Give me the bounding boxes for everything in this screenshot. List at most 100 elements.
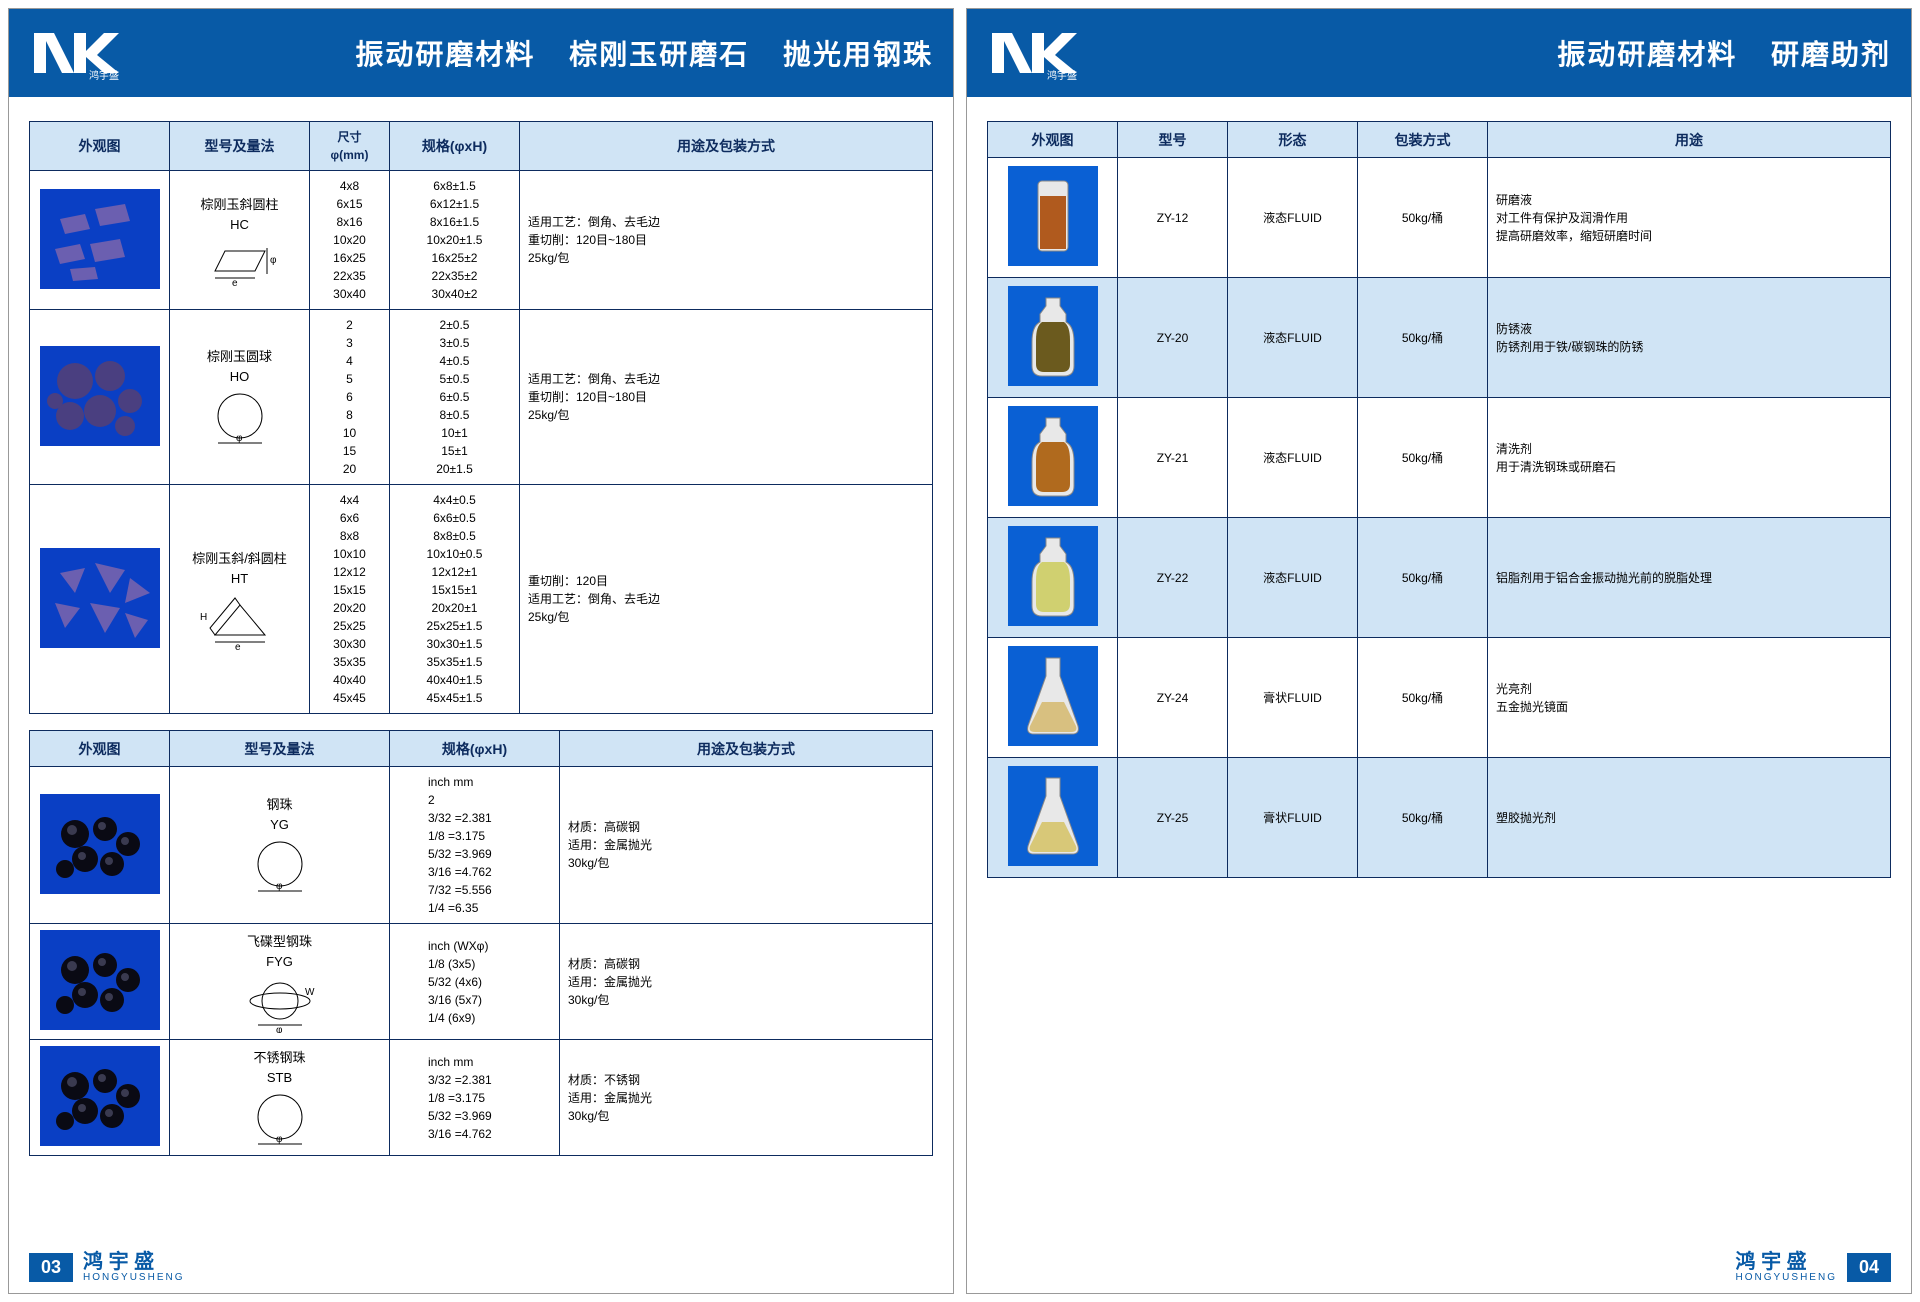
pack-cell: 50kg/桶 [1358,398,1488,518]
left-header-titles: 振动研磨材料 棕刚玉研磨石 抛光用钢珠 [149,33,933,73]
usage-cell: 光亮剂 五金抛光镜面 [1488,638,1891,758]
product-image-cell [30,171,170,310]
table-row: 棕刚玉斜/斜圆柱 HT He 4x4 6x6 8x8 10x10 12x12 1… [30,485,933,714]
size-cell: 4x4 6x6 8x8 10x10 12x12 15x15 20x20 25x2… [310,485,390,714]
usage-cell: 材质：不锈钢 适用：金属抛光 30kg/包 [560,1040,933,1156]
logo-left: 鸿宇盛 [29,23,149,83]
svg-text:H: H [200,612,207,623]
usage-cell: 研磨液 对工件有保护及润滑作用 提高研磨效率，缩短研磨时间 [1488,158,1891,278]
left-page: 鸿宇盛 振动研磨材料 棕刚玉研磨石 抛光用钢珠 外观图 型号及量法 尺寸 φ(m… [8,8,954,1294]
abrasive-table-2: 外观图 型号及量法 规格(φxH) 用途及包装方式 钢珠 YG φ inch m… [29,730,933,1156]
svg-text:φ: φ [276,881,283,892]
svg-text:φ: φ [276,1134,283,1145]
th-spec: 规格(φxH) [390,122,520,171]
spec-cell: inch (WXφ) 1/8 (3x5) 5/32 (4x6) 3/16 (5x… [390,924,560,1040]
spec-cell: 4x4±0.5 6x6±0.5 8x8±0.5 10x10±0.5 12x12±… [390,485,520,714]
model-cell: 棕刚玉斜圆柱 HC φe [170,171,310,310]
table-row: ZY-21 液态FLUID 50kg/桶 清洗剂 用于清洗钢珠或研磨石 [988,398,1891,518]
right-footer: 鸿 宇 盛 HONGYUSHENG 04 [1736,1252,1891,1283]
table-row: 不锈钢珠 STB φ inch mm 3/32 =2.381 1/8 =3.17… [30,1040,933,1156]
form-cell: 液态FLUID [1228,398,1358,518]
table-row: 棕刚玉圆球 HO φ 2 3 4 5 6 8 10 15 20 2±0.5 3±… [30,310,933,485]
svg-text:e: e [235,642,241,650]
footer-brand-cn: 鸿 宇 盛 [1736,1252,1837,1272]
table-row: 飞碟型钢珠 FYG Wφ inch (WXφ) 1/8 (3x5) 5/32 (… [30,924,933,1040]
usage-cell: 铝脂剂用于铝合金振动抛光前的脱脂处理 [1488,518,1891,638]
product-image-cell [988,278,1118,398]
svg-text:鸿宇盛: 鸿宇盛 [1047,69,1077,82]
usage-cell: 材质：高碳钢 适用：金属抛光 30kg/包 [560,924,933,1040]
header-title: 振动研磨材料 [355,39,535,70]
th-model: 型号及量法 [170,731,390,767]
model-code: HT [178,571,301,586]
product-image-cell [988,398,1118,518]
product-image [40,1046,160,1146]
table-row: ZY-25 膏状FLUID 50kg/桶 塑胶抛光剂 [988,758,1891,878]
th-size: 尺寸 φ(mm) [310,122,390,171]
pack-cell: 50kg/桶 [1358,518,1488,638]
hys-logo-icon: 鸿宇盛 [29,23,149,83]
left-header: 鸿宇盛 振动研磨材料 棕刚玉研磨石 抛光用钢珠 [9,9,953,97]
table-row: 棕刚玉斜圆柱 HC φe 4x8 6x15 8x16 10x20 16x25 2… [30,171,933,310]
product-image-cell [30,310,170,485]
model-name: 棕刚玉斜圆柱 [178,194,301,213]
compound-table: 外观图 型号 形态 包装方式 用途 ZY-12 液态FLUID 50kg/桶 研… [987,121,1891,878]
pack-cell: 50kg/桶 [1358,638,1488,758]
model-cell: 钢珠 YG φ [170,767,390,924]
table-row: ZY-24 膏状FLUID 50kg/桶 光亮剂 五金抛光镜面 [988,638,1891,758]
page-number: 03 [29,1253,73,1282]
model-name: 飞碟型钢珠 [178,931,381,950]
product-image-cell [30,924,170,1040]
hys-logo-icon: 鸿宇盛 [987,23,1107,83]
th-image: 外观图 [30,122,170,171]
svg-text:e: e [232,278,238,286]
svg-text:W: W [305,987,315,998]
spec-cell: 2±0.5 3±0.5 4±0.5 5±0.5 6±0.5 8±0.5 10±1… [390,310,520,485]
th-form: 形态 [1228,122,1358,158]
spec-cell: 6x8±1.5 6x12±1.5 8x16±1.5 10x20±1.5 16x2… [390,171,520,310]
th-image: 外观图 [988,122,1118,158]
th-model: 型号及量法 [170,122,310,171]
bottle-image [1008,646,1098,746]
th-model: 型号 [1118,122,1228,158]
footer-brand-en: HONGYUSHENG [83,1272,184,1283]
footer-brand-en: HONGYUSHENG [1736,1272,1837,1283]
product-image-cell [30,485,170,714]
th-pack: 包装方式 [1358,122,1488,158]
form-cell: 液态FLUID [1228,518,1358,638]
model-code: FYG [178,954,381,969]
product-image [40,548,160,648]
model-code: HC [178,217,301,232]
product-image-cell [988,758,1118,878]
svg-text:鸿宇盛: 鸿宇盛 [89,69,119,82]
product-image-cell [30,1040,170,1156]
product-image-cell [988,158,1118,278]
th-usage: 用途及包装方式 [520,122,933,171]
form-cell: 膏状FLUID [1228,638,1358,758]
svg-text:φ: φ [236,433,243,444]
product-image-cell [988,518,1118,638]
usage-cell: 适用工艺：倒角、去毛边 重切削：120目~180目 25kg/包 [520,310,933,485]
th-image: 外观图 [30,731,170,767]
table-row: ZY-20 液态FLUID 50kg/桶 防锈液 防锈剂用于铁/碳钢珠的防锈 [988,278,1891,398]
th-usage: 用途及包装方式 [560,731,933,767]
abrasive-table-1: 外观图 型号及量法 尺寸 φ(mm) 规格(φxH) 用途及包装方式 棕刚玉斜圆… [29,121,933,714]
pack-cell: 50kg/桶 [1358,278,1488,398]
size-cell: 4x8 6x15 8x16 10x20 16x25 22x35 30x40 [310,171,390,310]
model-code: STB [178,1070,381,1085]
model-cell: ZY-21 [1118,398,1228,518]
pack-cell: 50kg/桶 [1358,758,1488,878]
th-usage: 用途 [1488,122,1891,158]
product-image-cell [988,638,1118,758]
model-cell: 飞碟型钢珠 FYG Wφ [170,924,390,1040]
header-title: 振动研磨材料 [1557,39,1737,70]
usage-cell: 材质：高碳钢 适用：金属抛光 30kg/包 [560,767,933,924]
spec-cell: inch mm 2 3/32 =2.381 1/8 =3.175 5/32 =3… [390,767,560,924]
table-row: 钢珠 YG φ inch mm 2 3/32 =2.381 1/8 =3.175… [30,767,933,924]
model-name: 棕刚玉斜/斜圆柱 [178,548,301,567]
model-cell: ZY-24 [1118,638,1228,758]
model-code: YG [178,817,381,832]
right-content: 外观图 型号 形态 包装方式 用途 ZY-12 液态FLUID 50kg/桶 研… [967,97,1911,938]
model-cell: ZY-25 [1118,758,1228,878]
table1-body: 棕刚玉斜圆柱 HC φe 4x8 6x15 8x16 10x20 16x25 2… [30,171,933,714]
